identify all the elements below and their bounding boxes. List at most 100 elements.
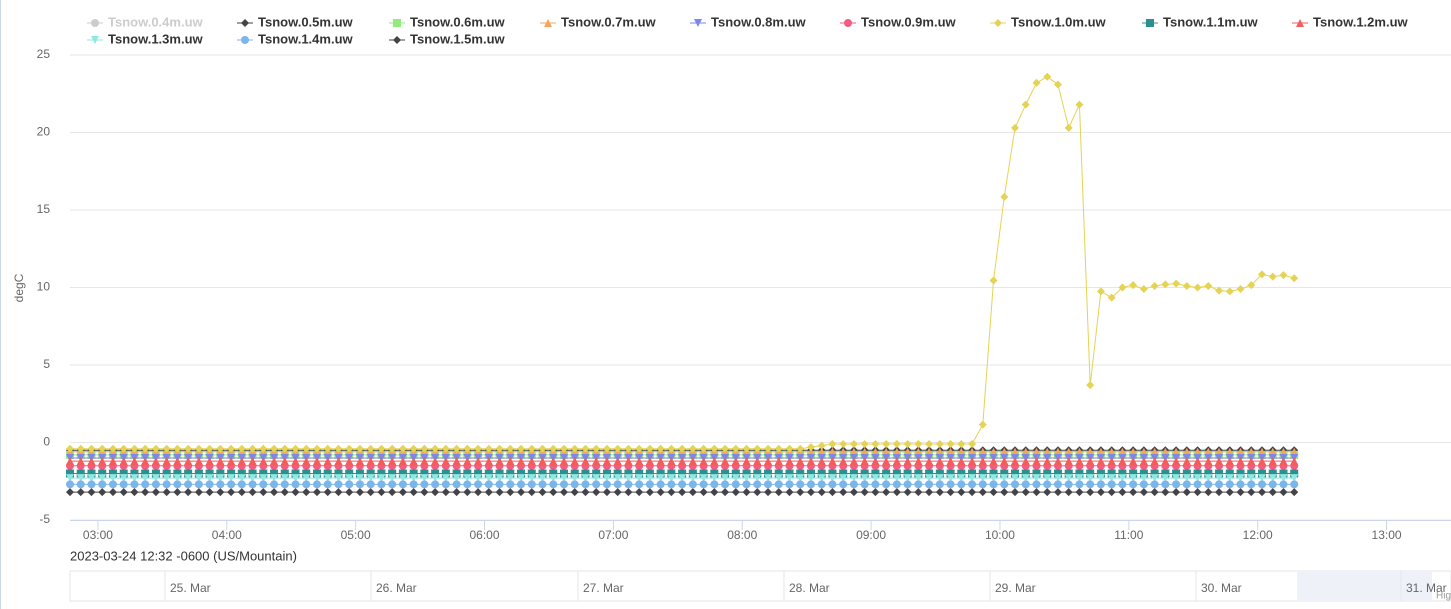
marker xyxy=(721,480,730,489)
marker xyxy=(431,444,440,453)
marker xyxy=(796,474,805,483)
marker xyxy=(1161,488,1170,497)
legend-item[interactable]: Tsnow.0.8m.uw xyxy=(690,14,807,29)
marker xyxy=(1150,447,1159,456)
marker xyxy=(699,488,708,497)
legend-item[interactable]: Tsnow.0.7m.uw xyxy=(540,14,657,29)
legend-item[interactable]: Tsnow.1.1m.uw xyxy=(1142,14,1259,29)
marker xyxy=(1096,488,1105,497)
marker xyxy=(366,457,375,466)
marker xyxy=(506,480,515,489)
marker xyxy=(484,444,493,453)
marker xyxy=(108,444,117,453)
marker xyxy=(1225,474,1234,483)
legend-item[interactable]: Tsnow.1.0m.uw xyxy=(990,14,1107,29)
marker xyxy=(141,457,150,466)
marker xyxy=(903,447,912,456)
marker xyxy=(667,480,676,489)
marker xyxy=(355,488,364,497)
legend-item[interactable]: Tsnow.0.9m.uw xyxy=(840,14,957,29)
marker xyxy=(570,480,579,489)
marker xyxy=(806,457,815,466)
legend-item[interactable]: Tsnow.0.5m.uw xyxy=(237,14,354,29)
marker xyxy=(935,488,944,497)
marker xyxy=(398,480,407,489)
marker xyxy=(366,474,375,483)
marker xyxy=(1096,474,1105,483)
marker xyxy=(173,488,182,497)
marker xyxy=(302,488,311,497)
marker xyxy=(66,488,74,497)
marker xyxy=(602,457,611,466)
marker xyxy=(710,480,719,489)
marker xyxy=(871,457,880,466)
x-tick-label: 11:00 xyxy=(1114,528,1143,542)
marker xyxy=(1011,457,1020,466)
legend-label: Tsnow.0.6m.uw xyxy=(410,14,506,29)
marker xyxy=(806,474,815,483)
legend-item[interactable]: Tsnow.1.4m.uw xyxy=(237,31,354,46)
legend-item[interactable]: Tsnow.0.4m.uw xyxy=(87,14,204,29)
marker xyxy=(420,480,429,489)
marker xyxy=(538,457,547,466)
marker xyxy=(1279,488,1288,497)
marker xyxy=(463,457,472,466)
navigator-label: 27. Mar xyxy=(583,581,624,595)
marker xyxy=(431,480,440,489)
marker xyxy=(108,480,117,489)
marker xyxy=(892,474,901,483)
marker xyxy=(151,480,160,489)
legend-symbol xyxy=(544,19,552,27)
marker xyxy=(76,480,85,489)
marker xyxy=(248,480,257,489)
marker xyxy=(1268,480,1277,489)
legend-item[interactable]: Tsnow.1.3m.uw xyxy=(87,31,204,46)
marker xyxy=(1043,488,1052,497)
marker xyxy=(334,488,343,497)
marker xyxy=(925,440,934,449)
marker xyxy=(817,457,826,466)
marker xyxy=(377,457,386,466)
marker xyxy=(549,474,558,483)
legend-item[interactable]: Tsnow.0.6m.uw xyxy=(389,14,506,29)
marker xyxy=(484,474,493,483)
subtitle: 2023-03-24 12:32 -0600 (US/Mountain) xyxy=(70,548,297,563)
marker xyxy=(173,444,182,453)
marker xyxy=(377,488,386,497)
legend-label: Tsnow.0.8m.uw xyxy=(711,14,807,29)
marker xyxy=(441,444,450,453)
legend-symbol xyxy=(91,36,99,44)
marker xyxy=(946,480,955,489)
legend-item[interactable]: Tsnow.1.5m.uw xyxy=(389,31,506,46)
legend-item[interactable]: Tsnow.1.2m.uw xyxy=(1292,14,1409,29)
marker xyxy=(989,488,998,497)
marker xyxy=(1011,447,1020,456)
marker xyxy=(849,457,858,466)
marker xyxy=(1225,480,1234,489)
marker xyxy=(1257,488,1266,497)
marker xyxy=(366,480,375,489)
marker xyxy=(946,447,955,456)
marker xyxy=(205,444,214,453)
marker xyxy=(592,488,601,497)
legend-symbol xyxy=(1146,19,1154,27)
marker xyxy=(613,457,622,466)
marker xyxy=(119,488,128,497)
marker xyxy=(817,474,826,483)
navigator-range xyxy=(1297,571,1432,601)
marker xyxy=(1011,480,1020,489)
marker xyxy=(302,480,311,489)
navigator-label: 28. Mar xyxy=(789,581,830,595)
marker xyxy=(559,444,568,453)
marker xyxy=(463,488,472,497)
marker xyxy=(860,447,869,456)
marker xyxy=(270,480,279,489)
marker xyxy=(1053,480,1062,489)
marker xyxy=(388,488,397,497)
marker xyxy=(527,457,536,466)
marker xyxy=(774,480,783,489)
marker xyxy=(721,444,730,453)
marker xyxy=(635,480,644,489)
marker xyxy=(366,488,375,497)
marker xyxy=(1268,447,1277,456)
